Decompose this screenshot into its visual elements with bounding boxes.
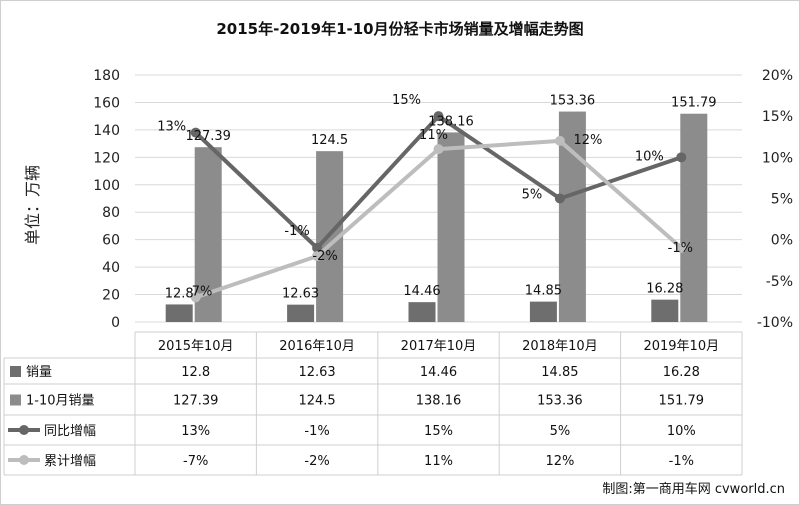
table-cell: 14.46: [420, 365, 457, 380]
y-tick-label: 20: [102, 288, 120, 304]
bar: [651, 299, 679, 322]
y-tick-label: 160: [93, 95, 120, 111]
bar-data-label: 138.16: [428, 114, 474, 129]
bar-data-label: 12.8: [165, 286, 194, 301]
bar-data-label: 14.46: [403, 284, 440, 299]
line-data-label: -1%: [284, 224, 309, 239]
table-cell: -2%: [304, 454, 329, 469]
bar-data-label: 124.5: [311, 133, 348, 148]
y-tick-label: 0: [111, 315, 120, 331]
bar: [408, 302, 436, 322]
table-cell: 138.16: [416, 394, 462, 409]
line-data-label: -1%: [668, 241, 693, 256]
y2-tick-label: -10%: [757, 315, 793, 331]
table-cell: -7%: [183, 454, 208, 469]
line-data-label: 11%: [419, 128, 448, 143]
y-tick-label: 100: [93, 178, 120, 194]
bar-data-label: 151.79: [671, 96, 717, 111]
table-cell: 12.8: [181, 365, 210, 380]
table-cell: 15%: [424, 424, 453, 439]
line-data-label: 10%: [635, 149, 664, 164]
line-point: [312, 251, 323, 262]
legend-marker: [19, 455, 29, 465]
line-data-label: -7%: [187, 284, 212, 299]
legend-label: 销量: [26, 365, 52, 380]
line-data-label: 15%: [392, 93, 421, 108]
chart-title: 2015年-2019年1-10月份轻卡市场销量及增幅走势图: [216, 20, 583, 38]
y2-tick-label: 5%: [771, 192, 793, 208]
bar: [165, 304, 193, 322]
legend-marker: [19, 425, 29, 435]
legend-label: 累计增幅: [44, 454, 96, 469]
y-tick-label: 120: [93, 150, 120, 166]
table-cell: 13%: [181, 424, 210, 439]
data-table: 2015年10月 2016年10月 2017年10月 2018年10月 2019年10月…: [3, 331, 743, 476]
table-cell: 5%: [550, 424, 571, 439]
x-tick-label: 2019年10月: [643, 339, 719, 354]
lines: [190, 111, 687, 303]
bar: [558, 111, 586, 322]
table-cell: 127.39: [173, 394, 219, 409]
bar: [287, 304, 315, 322]
y-tick-label: 80: [102, 205, 120, 221]
y-tick-label: 180: [93, 68, 120, 84]
legend-swatch: [10, 394, 21, 406]
x-tick-label: 2015年10月: [158, 339, 234, 354]
line-point: [433, 144, 444, 155]
credit-text: 制图:第一商用车网 cvworld.cn: [602, 481, 785, 497]
line-point: [676, 152, 687, 163]
line-data-label: 12%: [573, 133, 602, 148]
y-tick-label: 40: [102, 260, 120, 276]
y-tick-label: 140: [93, 123, 120, 139]
line-data-label: 5%: [522, 188, 543, 203]
y2-tick-label: 10%: [762, 150, 793, 166]
y2-tick-label: 0%: [771, 233, 793, 249]
y-axis-label: 单位：万辆: [23, 165, 42, 245]
table-cell: -1%: [304, 424, 329, 439]
y2-tick-label: 15%: [762, 109, 793, 125]
line-point: [554, 135, 565, 146]
x-tick-label: 2017年10月: [401, 339, 477, 354]
axes: 0 20 40 60 80 100 120 140 160 180 -10% -5% 0% 5% 10% 15…: [93, 68, 793, 331]
bar-data-label: 153.36: [550, 94, 596, 109]
table-cell: 11%: [424, 454, 453, 469]
line-point: [312, 242, 323, 253]
legend-label: 同比增幅: [44, 424, 96, 439]
line-data-label: -2%: [312, 249, 337, 264]
x-tick-label: 2016年10月: [279, 339, 355, 354]
table-cell: 124.5: [298, 394, 335, 409]
line-point: [676, 242, 687, 253]
table-cell: 153.36: [537, 394, 583, 409]
legend-label: 1-10月销量: [26, 394, 95, 409]
grid: [135, 74, 742, 323]
line-data-label: 13%: [157, 120, 186, 135]
table-cell: 14.85: [541, 365, 578, 380]
table-cell: 12.63: [298, 365, 335, 380]
bar: [680, 113, 708, 322]
table-cell: 10%: [667, 424, 696, 439]
bar-data-label: 127.39: [185, 129, 231, 144]
bar-data-label: 16.28: [646, 282, 683, 297]
bar-data-label: 12.63: [282, 287, 319, 302]
line-point: [554, 193, 565, 204]
legend-swatch: [10, 366, 21, 377]
bar: [529, 301, 557, 322]
line-point: [433, 111, 444, 122]
table-cell: 16.28: [663, 365, 700, 380]
bar: [437, 132, 465, 322]
table-cell: -1%: [669, 454, 694, 469]
bar-data-label: 14.85: [525, 284, 562, 299]
table-cell: 151.79: [659, 394, 705, 409]
line-point: [190, 127, 201, 138]
line-point: [190, 292, 201, 303]
x-tick-label: 2018年10月: [522, 339, 598, 354]
y-tick-label: 60: [102, 233, 120, 249]
table-cell: 12%: [545, 454, 574, 469]
y2-tick-label: -5%: [766, 274, 793, 290]
data-labels: 12.8 12.63 14.46 14.85 16.28 127.39 124.5 138.1…: [157, 93, 716, 302]
y2-tick-label: 20%: [762, 68, 793, 84]
